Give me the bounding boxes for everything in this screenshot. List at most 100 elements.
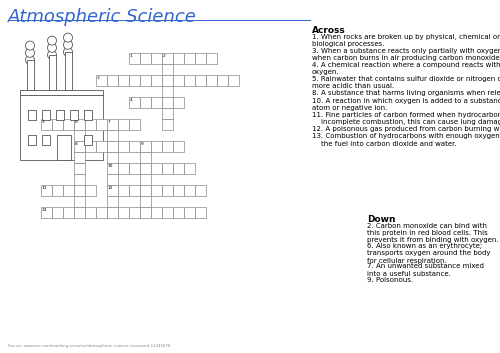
- Text: 10. A reaction in which oxygen is added to a substance; loss of electrons by an
: 10. A reaction in which oxygen is added …: [312, 97, 500, 111]
- Circle shape: [64, 33, 72, 42]
- Bar: [70, 110, 78, 120]
- Bar: [129, 75, 140, 86]
- Circle shape: [64, 48, 72, 56]
- Bar: [118, 185, 129, 196]
- Bar: [107, 185, 118, 196]
- Bar: [162, 53, 173, 64]
- Bar: [65, 52, 72, 90]
- Bar: [195, 207, 206, 218]
- Bar: [74, 152, 85, 163]
- Text: Down: Down: [367, 215, 396, 224]
- Bar: [85, 185, 96, 196]
- Bar: [63, 119, 74, 130]
- Bar: [140, 174, 151, 185]
- Text: 3. When a substance reacts only partially with oxygen, e.g.
when carbon burns in: 3. When a substance reacts only partiall…: [312, 48, 500, 61]
- Text: Source: www.tes.com/teaching-resource/atmospheric-science-crossword-12345678: Source: www.tes.com/teaching-resource/at…: [8, 344, 170, 348]
- Text: 8: 8: [74, 142, 77, 146]
- Bar: [74, 185, 85, 196]
- Text: 2. Carbon monoxide can bind with
this protein in red blood cells. This
prevents : 2. Carbon monoxide can bind with this pr…: [367, 223, 498, 243]
- Bar: [184, 163, 195, 174]
- Text: 11: 11: [42, 186, 47, 190]
- Bar: [162, 75, 173, 86]
- Bar: [41, 207, 52, 218]
- Bar: [173, 97, 184, 108]
- Text: 13: 13: [42, 208, 47, 212]
- Bar: [129, 53, 140, 64]
- Text: 7: 7: [108, 120, 110, 124]
- Bar: [74, 163, 85, 174]
- Bar: [49, 55, 56, 90]
- Bar: [57, 135, 71, 160]
- Bar: [96, 207, 107, 218]
- Text: 13. Combustion of hydrocarbons with enough oxygen present to convert all
    the: 13. Combustion of hydrocarbons with enou…: [312, 133, 500, 146]
- Bar: [85, 207, 96, 218]
- Text: 9. Poisonous.: 9. Poisonous.: [367, 277, 413, 283]
- Text: 10: 10: [108, 164, 113, 168]
- Bar: [28, 135, 36, 145]
- Bar: [162, 108, 173, 119]
- Bar: [107, 141, 118, 152]
- Bar: [52, 207, 63, 218]
- Text: 6: 6: [74, 120, 77, 124]
- Bar: [151, 207, 162, 218]
- Bar: [129, 141, 140, 152]
- Circle shape: [48, 43, 56, 52]
- Bar: [20, 90, 103, 95]
- Bar: [107, 152, 118, 163]
- Bar: [118, 75, 129, 86]
- Text: 4. A chemical reaction where a compound reacts with
oxygen.: 4. A chemical reaction where a compound …: [312, 62, 500, 75]
- Text: 2: 2: [162, 54, 165, 58]
- Text: 1: 1: [130, 54, 132, 58]
- Circle shape: [64, 40, 72, 49]
- Bar: [173, 53, 184, 64]
- Circle shape: [48, 50, 56, 60]
- Bar: [107, 163, 118, 174]
- Bar: [184, 75, 195, 86]
- Bar: [206, 53, 217, 64]
- Bar: [162, 86, 173, 97]
- Bar: [129, 185, 140, 196]
- Bar: [84, 135, 92, 145]
- Circle shape: [26, 41, 35, 50]
- Bar: [184, 53, 195, 64]
- Bar: [74, 207, 85, 218]
- Text: 9: 9: [140, 142, 143, 146]
- Bar: [195, 185, 206, 196]
- Text: Across: Across: [312, 26, 346, 35]
- Bar: [195, 75, 206, 86]
- Bar: [162, 119, 173, 130]
- Bar: [63, 207, 74, 218]
- Circle shape: [48, 36, 56, 45]
- Bar: [28, 110, 36, 120]
- Bar: [107, 75, 118, 86]
- Bar: [129, 119, 140, 130]
- Bar: [74, 196, 85, 207]
- Bar: [151, 141, 162, 152]
- Bar: [74, 119, 85, 130]
- Bar: [42, 110, 50, 120]
- Bar: [162, 163, 173, 174]
- Bar: [41, 119, 52, 130]
- Bar: [151, 185, 162, 196]
- Bar: [96, 141, 107, 152]
- Bar: [74, 174, 85, 185]
- Bar: [107, 130, 118, 141]
- Bar: [162, 64, 173, 75]
- Circle shape: [26, 55, 35, 65]
- Bar: [56, 110, 64, 120]
- Bar: [118, 163, 129, 174]
- Bar: [140, 141, 151, 152]
- Bar: [27, 60, 34, 90]
- Bar: [85, 141, 96, 152]
- Bar: [173, 207, 184, 218]
- Bar: [184, 185, 195, 196]
- Bar: [140, 75, 151, 86]
- Bar: [173, 141, 184, 152]
- Bar: [162, 185, 173, 196]
- Bar: [96, 119, 107, 130]
- Text: 7. An unwanted substance mixed
into a useful substance.: 7. An unwanted substance mixed into a us…: [367, 263, 484, 276]
- Bar: [151, 53, 162, 64]
- Bar: [107, 196, 118, 207]
- Bar: [140, 196, 151, 207]
- Bar: [195, 53, 206, 64]
